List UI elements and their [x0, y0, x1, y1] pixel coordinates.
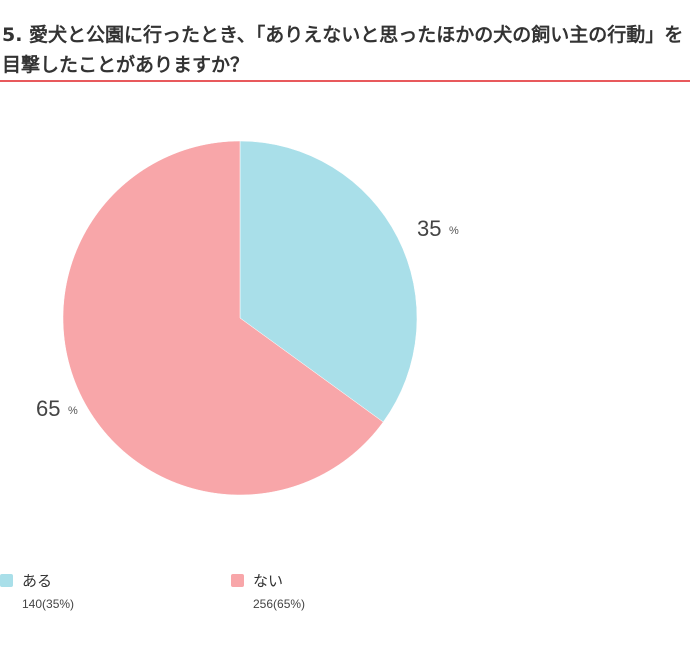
legend-label-nai: ない [253, 572, 284, 590]
pie-chart: 35 % 65% [36, 140, 459, 496]
legend-label-aru: ある [22, 572, 53, 590]
title-divider [0, 80, 690, 82]
pie-label-nai: 65 [36, 396, 60, 421]
legend-swatch-aru [0, 574, 13, 587]
pie-slice-aru [239, 140, 418, 423]
legend-count-nai: 256(65%) [253, 597, 306, 611]
legend-count-aru: 140(35%) [22, 597, 75, 611]
pie-label-unit-aru: % [449, 225, 459, 237]
legend-swatch-nai [231, 574, 244, 587]
pie-label-aru: 35 [417, 216, 441, 241]
pie-slice-nai [62, 140, 384, 496]
pie-label-unit-nai: % [68, 405, 78, 417]
question-title: 5. 愛犬と公園に行ったとき、「ありえないと思ったほかの犬の飼い主の行動」を目撃… [2, 24, 684, 76]
